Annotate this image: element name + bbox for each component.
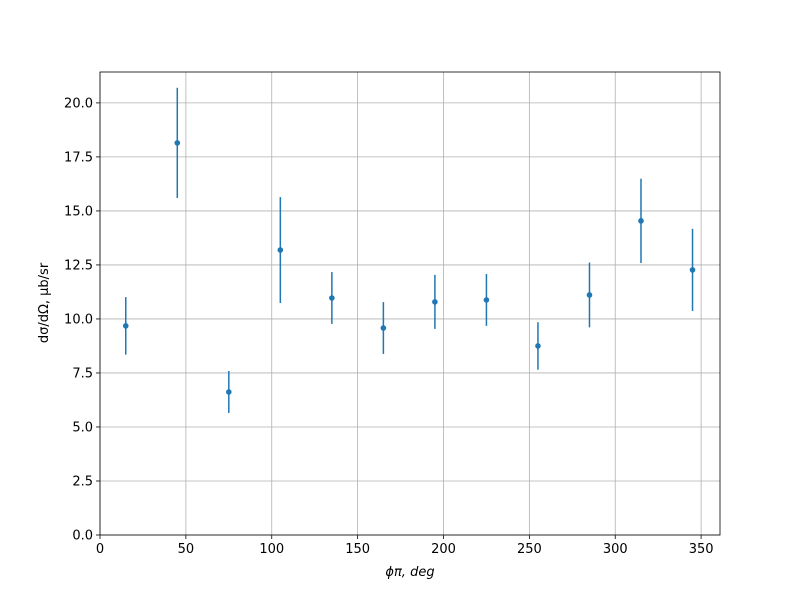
data-point xyxy=(380,325,387,331)
data-point xyxy=(122,323,129,329)
x-tick-label: 100 xyxy=(259,542,284,557)
data-point xyxy=(483,297,490,303)
y-tick-label: 17.5 xyxy=(64,150,93,165)
x-tick-label: 50 xyxy=(178,542,195,557)
x-tick-label: 300 xyxy=(603,542,628,557)
x-axis-label: ϕπ, deg xyxy=(385,565,434,580)
data-point xyxy=(329,295,335,301)
data-point xyxy=(586,292,593,298)
data-point xyxy=(277,247,284,253)
data-point xyxy=(226,389,232,395)
y-tick-label: 15.0 xyxy=(64,204,93,219)
x-tick-label: 200 xyxy=(431,542,456,557)
data-point xyxy=(689,267,696,273)
x-tick-label: 150 xyxy=(345,542,370,557)
x-tick-label: 0 xyxy=(96,542,104,557)
y-tick-label: 12.5 xyxy=(64,258,93,273)
y-tick-label: 7.5 xyxy=(72,366,93,381)
y-axis-label: dσ/dΩ, μb/sr xyxy=(37,262,52,343)
data-point xyxy=(174,140,181,146)
y-tick-label: 2.5 xyxy=(72,474,93,489)
y-tick-label: 10.0 xyxy=(64,312,93,327)
plot-frame xyxy=(99,71,721,536)
data-point xyxy=(638,218,644,224)
data-point xyxy=(535,343,541,349)
y-tick-label: 5.0 xyxy=(72,420,93,435)
x-tick-label: 250 xyxy=(517,542,542,557)
data-point xyxy=(432,299,438,305)
x-tick-label: 350 xyxy=(689,542,714,557)
y-tick-label: 0.0 xyxy=(72,529,93,544)
y-tick-label: 20.0 xyxy=(64,96,93,111)
